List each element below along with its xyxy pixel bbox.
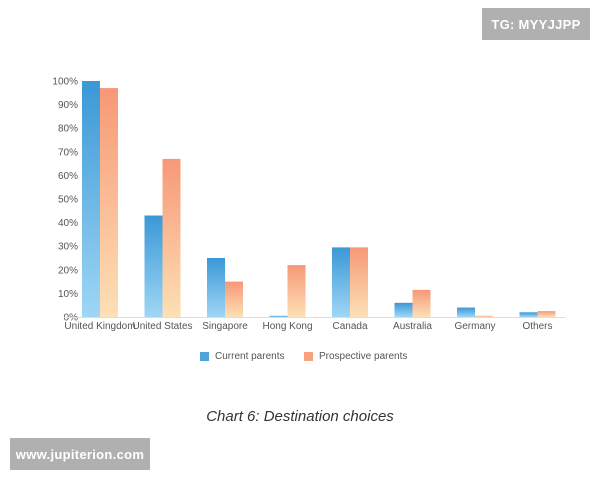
bar-prospective-parents <box>412 289 431 317</box>
y-tick-label: 30% <box>58 242 78 253</box>
site-watermark: www.jupiterion.com <box>10 438 150 470</box>
legend-swatch-prospective <box>304 352 313 361</box>
y-tick-label: 20% <box>58 265 78 276</box>
bar-current-parents <box>144 215 163 317</box>
bar-chart: 0%10%20%30%40%50%60%70%80%90%100% United… <box>52 77 565 332</box>
bar-prospective-parents <box>350 247 368 317</box>
bar-current-parents <box>394 302 413 317</box>
bar-current-parents <box>82 81 100 317</box>
bar-prospective-parents <box>100 88 118 317</box>
x-tick-label: United States <box>132 321 192 332</box>
legend-item-prospective: Prospective parents <box>304 351 407 362</box>
bar-current-parents <box>519 312 538 317</box>
bar-current-parents <box>332 247 350 317</box>
x-tick-label: Germany <box>454 321 495 332</box>
bar-prospective-parents <box>225 281 243 317</box>
x-tick-label: United Kingdom <box>64 321 135 332</box>
x-tick-label: Hong Kong <box>262 321 312 332</box>
legend-item-current: Current parents <box>200 351 284 362</box>
x-tick-label: Singapore <box>202 321 248 332</box>
x-tick-label: Canada <box>332 321 367 332</box>
bar-current-parents <box>207 258 225 317</box>
y-tick-label: 10% <box>58 289 78 300</box>
y-tick-label: 90% <box>58 100 78 111</box>
y-tick-label: 70% <box>58 147 78 158</box>
bar-current-parents <box>457 307 475 317</box>
tg-watermark: TG: MYYJJPP <box>482 8 590 40</box>
bar-prospective-parents <box>537 311 556 317</box>
y-tick-label: 50% <box>58 195 78 206</box>
y-axis-labels: 0%10%20%30%40%50%60%70%80%90%100% <box>52 77 78 324</box>
bar-prospective-parents <box>287 265 306 317</box>
y-tick-label: 40% <box>58 218 78 229</box>
chart-caption: Chart 6: Destination choices <box>206 408 394 425</box>
y-tick-label: 60% <box>58 171 78 182</box>
y-tick-label: 100% <box>52 77 78 88</box>
x-tick-label: Others <box>522 321 552 332</box>
bar-prospective-parents <box>475 315 493 317</box>
bars <box>82 81 556 317</box>
legend-label-prospective: Prospective parents <box>319 351 408 362</box>
y-tick-label: 80% <box>58 124 78 135</box>
legend-swatch-current <box>200 352 209 361</box>
legend-label-current: Current parents <box>215 351 285 362</box>
bar-prospective-parents <box>162 158 181 317</box>
bar-current-parents <box>269 315 288 317</box>
x-tick-label: Australia <box>393 321 432 332</box>
